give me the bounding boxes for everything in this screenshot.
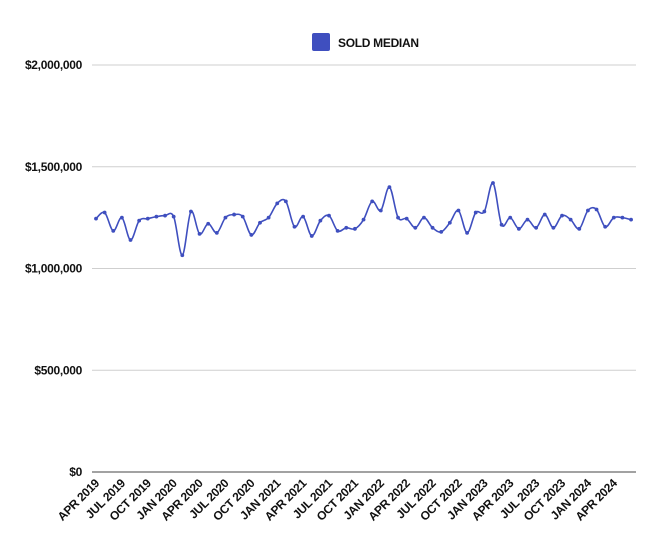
y-tick-label: $2,000,000	[25, 58, 83, 72]
data-point[interactable]	[249, 233, 254, 237]
data-point[interactable]	[301, 214, 306, 219]
y-axis: $0 $500,000 $1,000,000 $1,500,000 $2,000,000	[25, 58, 83, 479]
data-point[interactable]	[145, 216, 150, 221]
data-point[interactable]	[232, 212, 236, 217]
data-point[interactable]	[551, 225, 556, 230]
data-point[interactable]	[586, 208, 590, 213]
data-point[interactable]	[542, 212, 547, 217]
data-point[interactable]	[344, 225, 349, 230]
data-point[interactable]	[318, 218, 323, 223]
data-point[interactable]	[568, 217, 573, 222]
data-point[interactable]	[214, 230, 219, 235]
data-point[interactable]	[516, 226, 521, 231]
data-point[interactable]	[620, 215, 625, 220]
data-point[interactable]	[275, 201, 280, 206]
data-point[interactable]	[119, 215, 124, 220]
data-point[interactable]	[413, 225, 418, 230]
data-point[interactable]	[266, 215, 271, 220]
data-point[interactable]	[629, 217, 633, 222]
y-tick-label: $1,500,000	[25, 160, 83, 174]
data-point[interactable]	[456, 208, 461, 213]
data-point[interactable]	[197, 232, 202, 236]
data-point[interactable]	[577, 226, 582, 231]
data-point[interactable]	[499, 222, 504, 227]
data-point[interactable]	[353, 226, 357, 231]
data-point[interactable]	[422, 215, 426, 220]
y-tick-label: $1,000,000	[25, 262, 83, 276]
data-point[interactable]	[258, 220, 262, 225]
data-point[interactable]	[94, 216, 98, 221]
data-point[interactable]	[292, 224, 297, 229]
data-point[interactable]	[508, 215, 513, 220]
data-point[interactable]	[370, 199, 375, 204]
data-point[interactable]	[189, 209, 193, 214]
y-tick-label: $500,000	[34, 363, 82, 377]
data-point[interactable]	[327, 213, 331, 218]
data-point[interactable]	[361, 217, 366, 222]
y-tick-label: $0	[69, 465, 82, 479]
data-point[interactable]	[525, 217, 530, 222]
data-point[interactable]	[447, 220, 452, 225]
gridlines	[92, 64, 636, 473]
data-point[interactable]	[154, 214, 159, 219]
data-point[interactable]	[473, 210, 478, 215]
series-sold-median	[94, 181, 633, 258]
data-point[interactable]	[465, 230, 469, 235]
data-point[interactable]	[611, 215, 616, 220]
data-point[interactable]	[430, 225, 435, 230]
data-point[interactable]	[206, 221, 211, 226]
data-point[interactable]	[240, 214, 245, 219]
data-point[interactable]	[223, 215, 228, 220]
data-point[interactable]	[560, 213, 564, 218]
data-point[interactable]	[163, 213, 167, 218]
legend[interactable]: SOLD MEDIAN	[312, 33, 419, 51]
data-point[interactable]	[335, 228, 340, 233]
data-point[interactable]	[171, 214, 176, 219]
data-point[interactable]	[439, 229, 444, 234]
legend-swatch	[312, 33, 330, 51]
legend-label: SOLD MEDIAN	[338, 36, 419, 50]
data-point[interactable]	[102, 210, 107, 215]
data-point[interactable]	[396, 215, 400, 220]
data-point[interactable]	[482, 209, 487, 214]
data-point[interactable]	[180, 253, 185, 258]
data-point[interactable]	[283, 199, 288, 204]
data-point[interactable]	[378, 208, 383, 213]
data-point[interactable]	[111, 228, 116, 233]
data-point[interactable]	[128, 238, 133, 242]
data-point[interactable]	[594, 207, 599, 212]
data-point[interactable]	[137, 218, 142, 223]
data-point[interactable]	[309, 234, 314, 238]
data-point[interactable]	[491, 181, 495, 185]
data-point[interactable]	[387, 185, 392, 190]
data-point[interactable]	[603, 224, 608, 229]
data-point[interactable]	[534, 225, 539, 230]
data-point[interactable]	[404, 216, 409, 221]
